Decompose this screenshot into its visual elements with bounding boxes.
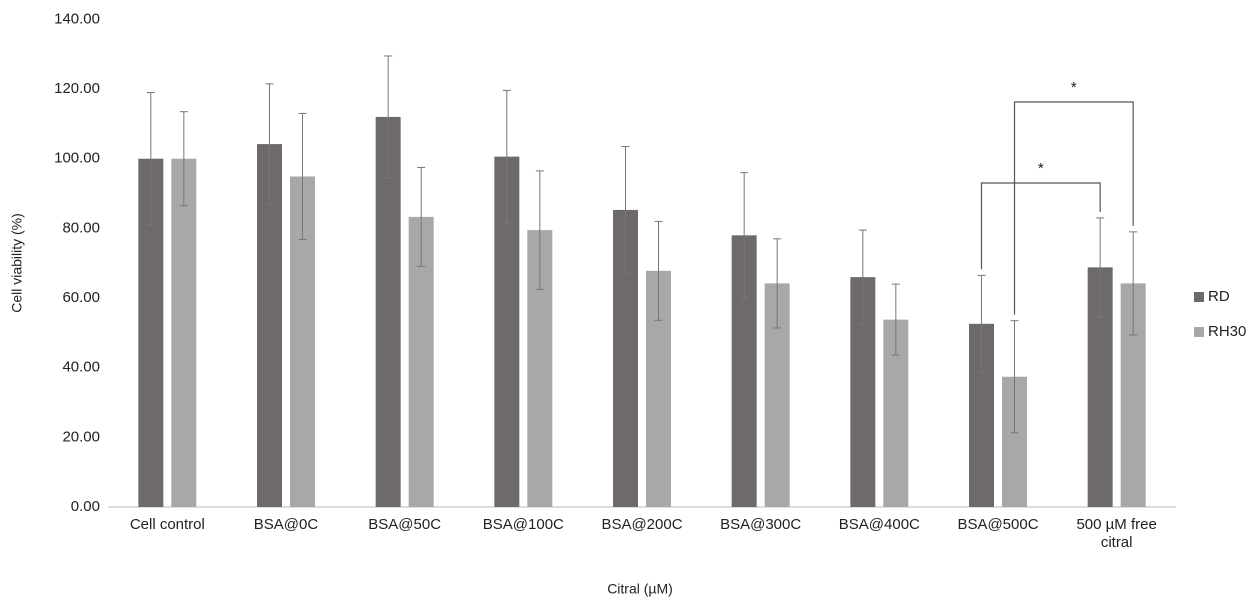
y-tick-label: 40.00 [62,359,100,376]
bar [171,158,197,507]
error-bar [298,112,307,241]
x-axis-label: Citral (µM) [607,581,673,597]
legend-swatch [1194,327,1204,337]
error-bar [1129,231,1138,336]
error-bar [977,274,986,373]
error-bar [740,172,749,299]
legend-label: RH30 [1208,323,1246,340]
x-tick-label: BSA@50C [368,516,442,533]
x-tick-label: BSA@0C [253,516,319,533]
significance-bracket [1013,101,1134,315]
error-bar [773,238,782,329]
error-bar [265,83,274,205]
y-tick-label: 60.00 [62,289,100,306]
x-tick-label: BSA@100C [482,516,564,533]
error-bar [535,170,544,290]
significance-label: * [1038,160,1044,177]
significance-bracket [980,182,1101,270]
error-bar [384,55,393,179]
error-bar [654,220,663,321]
y-tick-label: 80.00 [62,219,100,236]
y-tick-label: 20.00 [62,428,100,445]
x-tick-label: BSA@300C [720,516,802,533]
bar [375,116,401,508]
y-tick-label: 120.00 [54,80,100,97]
error-bar [417,166,426,267]
error-bar [1096,217,1105,318]
error-bar [179,111,188,207]
legend-swatch [1194,292,1204,302]
error-bar [891,283,900,356]
error-bar [146,92,155,226]
y-tick-label: 100.00 [54,150,100,167]
x-tick-label: 500 µM free citral [1076,516,1157,551]
error-bar [1010,320,1019,434]
x-tick-label: Cell control [129,516,205,533]
x-tick-label: BSA@200C [601,516,683,533]
significance-label: * [1071,79,1077,96]
x-tick-label: BSA@400C [838,516,920,533]
error-bar [502,89,511,224]
y-tick-label: 140.00 [54,10,100,27]
legend-label: RD [1208,288,1230,305]
x-tick-label: BSA@500C [957,516,1039,533]
error-bar [858,229,867,325]
error-bar [621,146,630,274]
y-tick-label: 0.00 [71,498,100,515]
y-axis-label: Cell viability (%) [9,213,25,313]
